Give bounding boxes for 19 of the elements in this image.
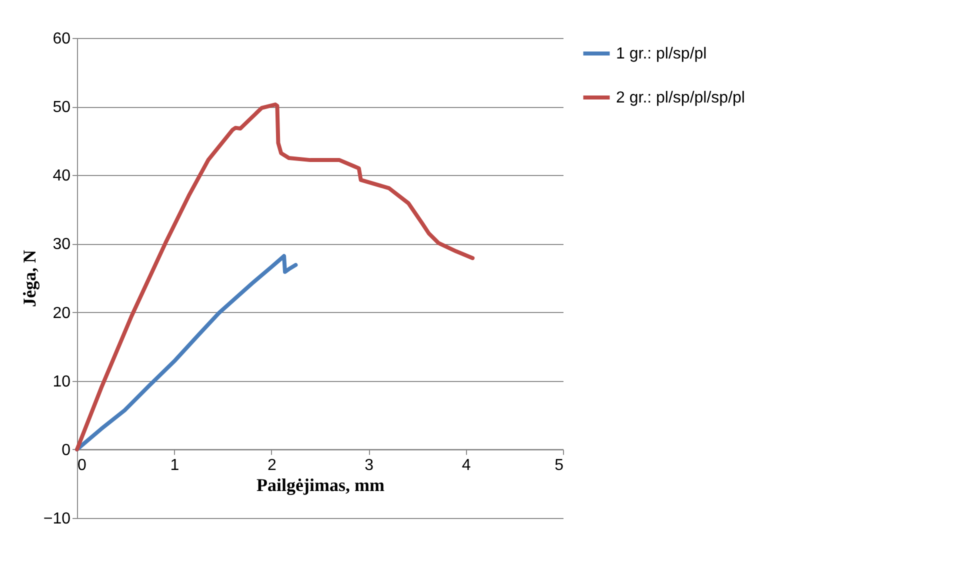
x-tick-label: 5 bbox=[554, 456, 564, 474]
y-tick-label: 30 bbox=[52, 236, 71, 254]
x-tick-label: 1 bbox=[170, 456, 180, 474]
y-tick-label: 50 bbox=[52, 99, 71, 116]
x-axis-title: Pailgėjimas, mm bbox=[256, 474, 384, 495]
x-tick-label: 4 bbox=[462, 456, 471, 474]
x-tick-label: 0 bbox=[78, 456, 86, 474]
legend-label: 1 gr.: pl/sp/pl bbox=[616, 46, 707, 62]
y-tick-label: 10 bbox=[52, 373, 71, 390]
y-tick-label: 20 bbox=[52, 304, 71, 322]
y-tick-label: 0 bbox=[62, 442, 71, 459]
y-tick-label: 60 bbox=[52, 30, 71, 48]
legend-label: 2 gr.: pl/sp/pl/sp/pl bbox=[616, 90, 745, 106]
y-tick-label: 40 bbox=[52, 168, 71, 185]
x-tick-label: 3 bbox=[364, 456, 374, 474]
x-tick-label: 2 bbox=[267, 456, 276, 474]
y-axis-title: Jėga, N bbox=[19, 250, 40, 307]
line-series bbox=[75, 102, 475, 452]
y-tick-label: −10 bbox=[43, 510, 71, 528]
